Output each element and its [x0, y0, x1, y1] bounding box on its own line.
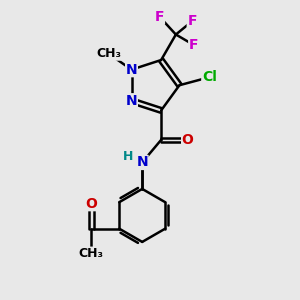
Text: F: F [189, 38, 198, 52]
Text: O: O [182, 133, 194, 147]
Text: Cl: Cl [202, 70, 217, 84]
Text: F: F [155, 10, 164, 24]
Text: CH₃: CH₃ [96, 47, 121, 60]
Text: N: N [136, 155, 148, 170]
Text: F: F [187, 14, 197, 28]
Text: N: N [126, 63, 137, 76]
Text: H: H [123, 150, 134, 163]
Text: O: O [85, 196, 97, 211]
Text: CH₃: CH₃ [79, 247, 104, 260]
Text: N: N [126, 94, 137, 108]
